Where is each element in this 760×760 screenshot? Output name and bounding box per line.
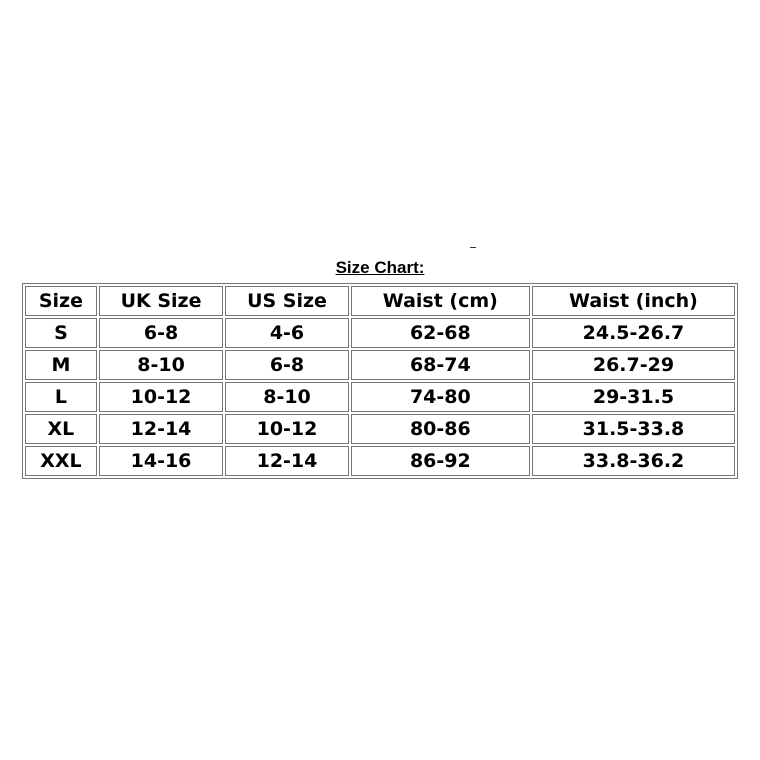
table-row: XL 12-14 10-12 80-86 31.5-33.8 bbox=[25, 414, 735, 444]
decorative-dash bbox=[470, 247, 476, 248]
table-cell: XXL bbox=[25, 446, 97, 476]
table-row: L 10-12 8-10 74-80 29-31.5 bbox=[25, 382, 735, 412]
table-cell: 10-12 bbox=[225, 414, 349, 444]
table-cell: 68-74 bbox=[350, 350, 530, 380]
table-cell: 6-8 bbox=[225, 350, 349, 380]
table-cell: 12-14 bbox=[225, 446, 349, 476]
table-cell: 29-31.5 bbox=[531, 382, 735, 412]
column-header: US Size bbox=[225, 286, 349, 316]
table-cell: S bbox=[25, 318, 97, 348]
table-cell: 12-14 bbox=[98, 414, 224, 444]
table-cell: L bbox=[25, 382, 97, 412]
table-cell: 74-80 bbox=[350, 382, 530, 412]
table-cell: 33.8-36.2 bbox=[531, 446, 735, 476]
table-row: S 6-8 4-6 62-68 24.5-26.7 bbox=[25, 318, 735, 348]
table-cell: 80-86 bbox=[350, 414, 530, 444]
table-cell: M bbox=[25, 350, 97, 380]
table-cell: 24.5-26.7 bbox=[531, 318, 735, 348]
table-cell: 31.5-33.8 bbox=[531, 414, 735, 444]
table-cell: XL bbox=[25, 414, 97, 444]
table-cell: 8-10 bbox=[98, 350, 224, 380]
column-header: Size bbox=[25, 286, 97, 316]
table-cell: 62-68 bbox=[350, 318, 530, 348]
table-cell: 8-10 bbox=[225, 382, 349, 412]
table-row: M 8-10 6-8 68-74 26.7-29 bbox=[25, 350, 735, 380]
column-header: UK Size bbox=[98, 286, 224, 316]
size-chart-table: Size UK Size US Size Waist (cm) Waist (inch)… bbox=[22, 283, 738, 479]
table-cell: 4-6 bbox=[225, 318, 349, 348]
table-row: XXL 14-16 12-14 86-92 33.8-36.2 bbox=[25, 446, 735, 476]
table-cell: 14-16 bbox=[98, 446, 224, 476]
table-cell: 26.7-29 bbox=[531, 350, 735, 380]
column-header: Waist (inch) bbox=[531, 286, 735, 316]
header-row: Size UK Size US Size Waist (cm) Waist (inch) bbox=[25, 286, 735, 316]
column-header: Waist (cm) bbox=[350, 286, 530, 316]
table-cell: 86-92 bbox=[350, 446, 530, 476]
table-cell: 10-12 bbox=[98, 382, 224, 412]
table-cell: 6-8 bbox=[98, 318, 224, 348]
chart-title: Size Chart: bbox=[335, 258, 425, 277]
